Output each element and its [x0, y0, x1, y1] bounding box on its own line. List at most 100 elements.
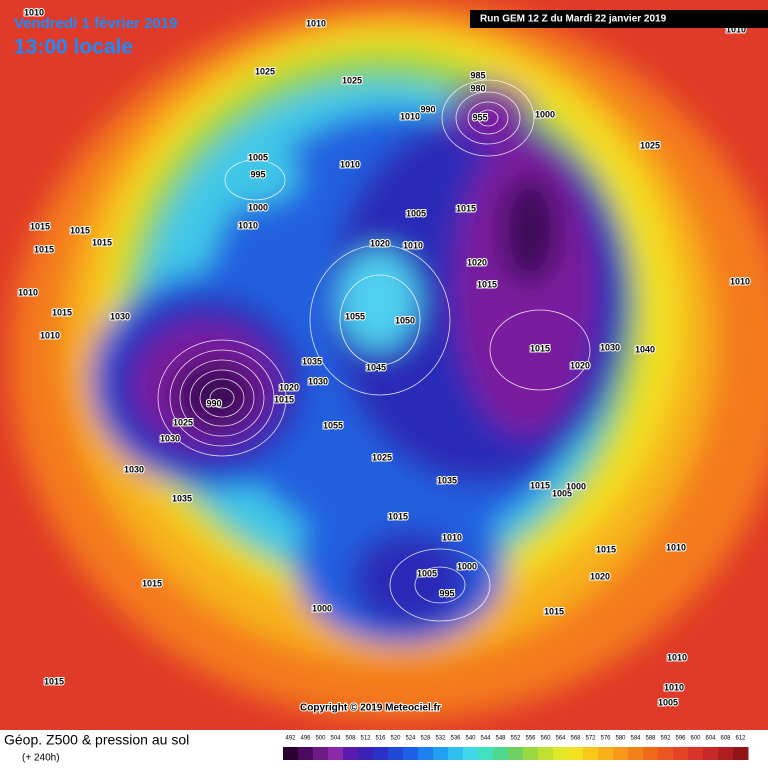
pressure-label: 1010	[664, 682, 684, 692]
pressure-label: 1055	[345, 311, 365, 321]
pressure-label: 1020	[370, 238, 390, 248]
scale-swatch	[718, 747, 734, 760]
pressure-label: 1000	[312, 603, 332, 613]
pressure-label: 1015	[52, 307, 72, 317]
scale-swatch	[313, 747, 329, 760]
pressure-label: 1010	[340, 159, 360, 169]
pressure-label: 1025	[255, 66, 275, 76]
pressure-label: 1035	[172, 493, 192, 503]
geopotential-shading	[10, 0, 768, 720]
pressure-label: 1000	[535, 109, 555, 119]
scale-swatch	[448, 747, 464, 760]
scale-label: 604	[705, 736, 716, 742]
pressure-label: 1015	[142, 578, 162, 588]
pressure-label: 1050	[395, 315, 415, 325]
scale-label: 548	[495, 736, 506, 742]
pressure-label: 1000	[457, 561, 477, 571]
scale-label: 536	[450, 736, 461, 742]
pressure-label: 1035	[437, 475, 457, 485]
pressure-label: 1015	[274, 394, 294, 404]
scale-swatch	[508, 747, 524, 760]
copyright: Copyright © 2019 Meteociel.fr	[300, 703, 441, 714]
forecast-date: Vendredi 1 février 2019	[14, 15, 177, 32]
pressure-label: 1010	[442, 532, 462, 542]
scale-label: 496	[300, 736, 311, 742]
scale-swatch	[523, 747, 539, 760]
pressure-label: 995	[250, 169, 265, 179]
pressure-label: 1045	[366, 362, 386, 372]
pressure-label: 1015	[596, 544, 616, 554]
isobars	[157, 79, 591, 622]
scale-label: 540	[465, 736, 476, 742]
pressure-label: 1015	[388, 511, 408, 521]
scale-swatch	[283, 747, 299, 760]
scale-label: 524	[405, 736, 416, 742]
scale-label: 572	[585, 736, 596, 742]
pressure-label: 1015	[456, 203, 476, 213]
pressure-label: 1030	[110, 311, 130, 321]
scale-label: 612	[735, 736, 746, 742]
scale-swatch	[388, 747, 404, 760]
pressure-label: 1010	[24, 7, 44, 17]
pressure-label: 955	[472, 112, 487, 122]
scale-swatch	[403, 747, 419, 760]
pressure-label: 985	[470, 70, 485, 80]
scale-label: 608	[720, 736, 731, 742]
scale-swatch	[673, 747, 689, 760]
color-scale: 492 496 500 504 508 512 516 520 524 528 532 536 540 5…	[283, 736, 749, 760]
scale-swatch	[658, 747, 674, 760]
field	[0, 0, 768, 730]
pressure-label: 1015	[477, 279, 497, 289]
pressure-label: 1005	[406, 208, 426, 218]
pressure-label: 1025	[173, 417, 193, 427]
pressure-label: 1025	[372, 452, 392, 462]
pressure-label: 990	[206, 398, 221, 408]
pressure-label: 1005	[417, 568, 437, 578]
scale-label: 500	[315, 736, 326, 742]
pressure-label: 1010	[306, 18, 326, 28]
scale-swatch	[328, 747, 344, 760]
pressure-label: 995	[439, 588, 454, 598]
scale-label: 580	[615, 736, 626, 742]
scale-swatch	[418, 747, 434, 760]
scale-label: 596	[675, 736, 686, 742]
pressure-label: 1030	[600, 342, 620, 352]
run-box	[470, 10, 768, 28]
scale-swatch	[583, 747, 599, 760]
scale-swatch	[493, 747, 509, 760]
scale-label: 512	[360, 736, 371, 742]
pressure-label: 1030	[124, 464, 144, 474]
scale-swatch	[568, 747, 584, 760]
scale-swatch	[733, 747, 749, 760]
scale-label: 520	[390, 736, 401, 742]
legend-title: Géop. Z500 & pression au sol	[4, 732, 189, 748]
pressure-label: 1000	[248, 202, 268, 212]
pressure-label: 1005	[248, 152, 268, 162]
scale-label: 532	[435, 736, 446, 742]
forecast-time: 13:00 locale	[14, 36, 133, 59]
pressure-label: 1015	[530, 343, 550, 353]
scale-label: 568	[570, 736, 581, 742]
pressure-label: 1010	[40, 330, 60, 340]
pressure-label: 1010	[666, 542, 686, 552]
pressure-label: 1015	[30, 221, 50, 231]
pressure-label: 1025	[640, 140, 660, 150]
pressure-label: 1015	[544, 606, 564, 616]
pressure-label: 1015	[70, 225, 90, 235]
scale-label: 552	[510, 736, 521, 742]
pressure-label: 1010	[730, 276, 750, 286]
pressure-label: 1020	[279, 382, 299, 392]
scale-label: 516	[375, 736, 386, 742]
pressure-label: 1010	[667, 652, 687, 662]
scale-label: 556	[525, 736, 536, 742]
pressure-label: 1030	[160, 433, 180, 443]
pressure-label: 1015	[530, 480, 550, 490]
pressure-label: 1030	[308, 376, 328, 386]
scale-label: 492	[285, 736, 296, 742]
pressure-label: 1020	[590, 571, 610, 581]
scale-label: 588	[645, 736, 656, 742]
scale-label: 528	[420, 736, 431, 742]
scale-swatch	[553, 747, 569, 760]
